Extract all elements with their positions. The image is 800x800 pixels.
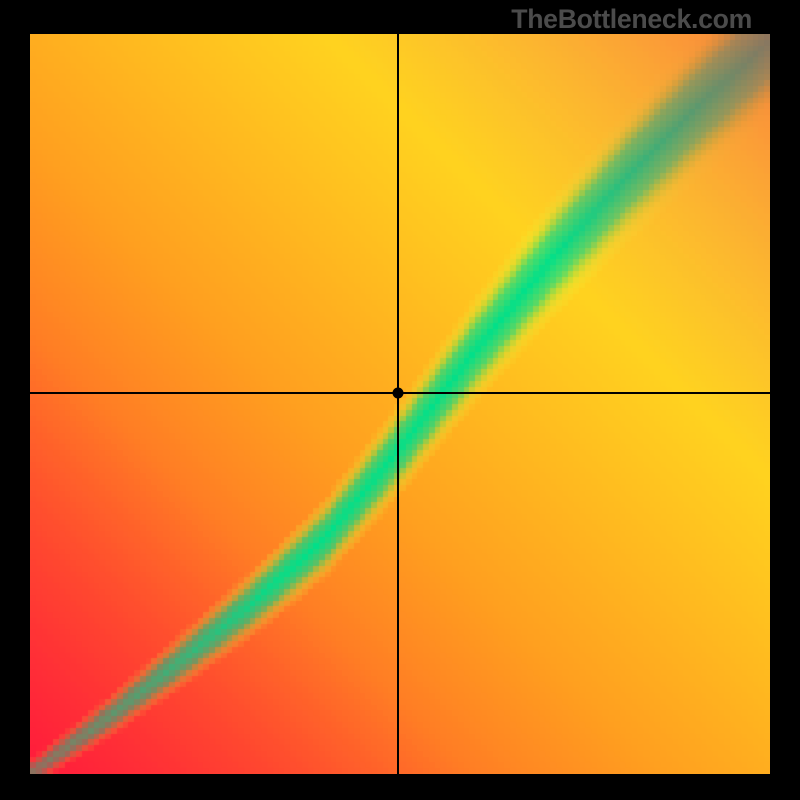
chart-frame: TheBottleneck.com	[0, 0, 800, 800]
heatmap-plot	[30, 34, 770, 774]
watermark-text: TheBottleneck.com	[511, 4, 752, 35]
heatmap-canvas	[30, 34, 770, 774]
